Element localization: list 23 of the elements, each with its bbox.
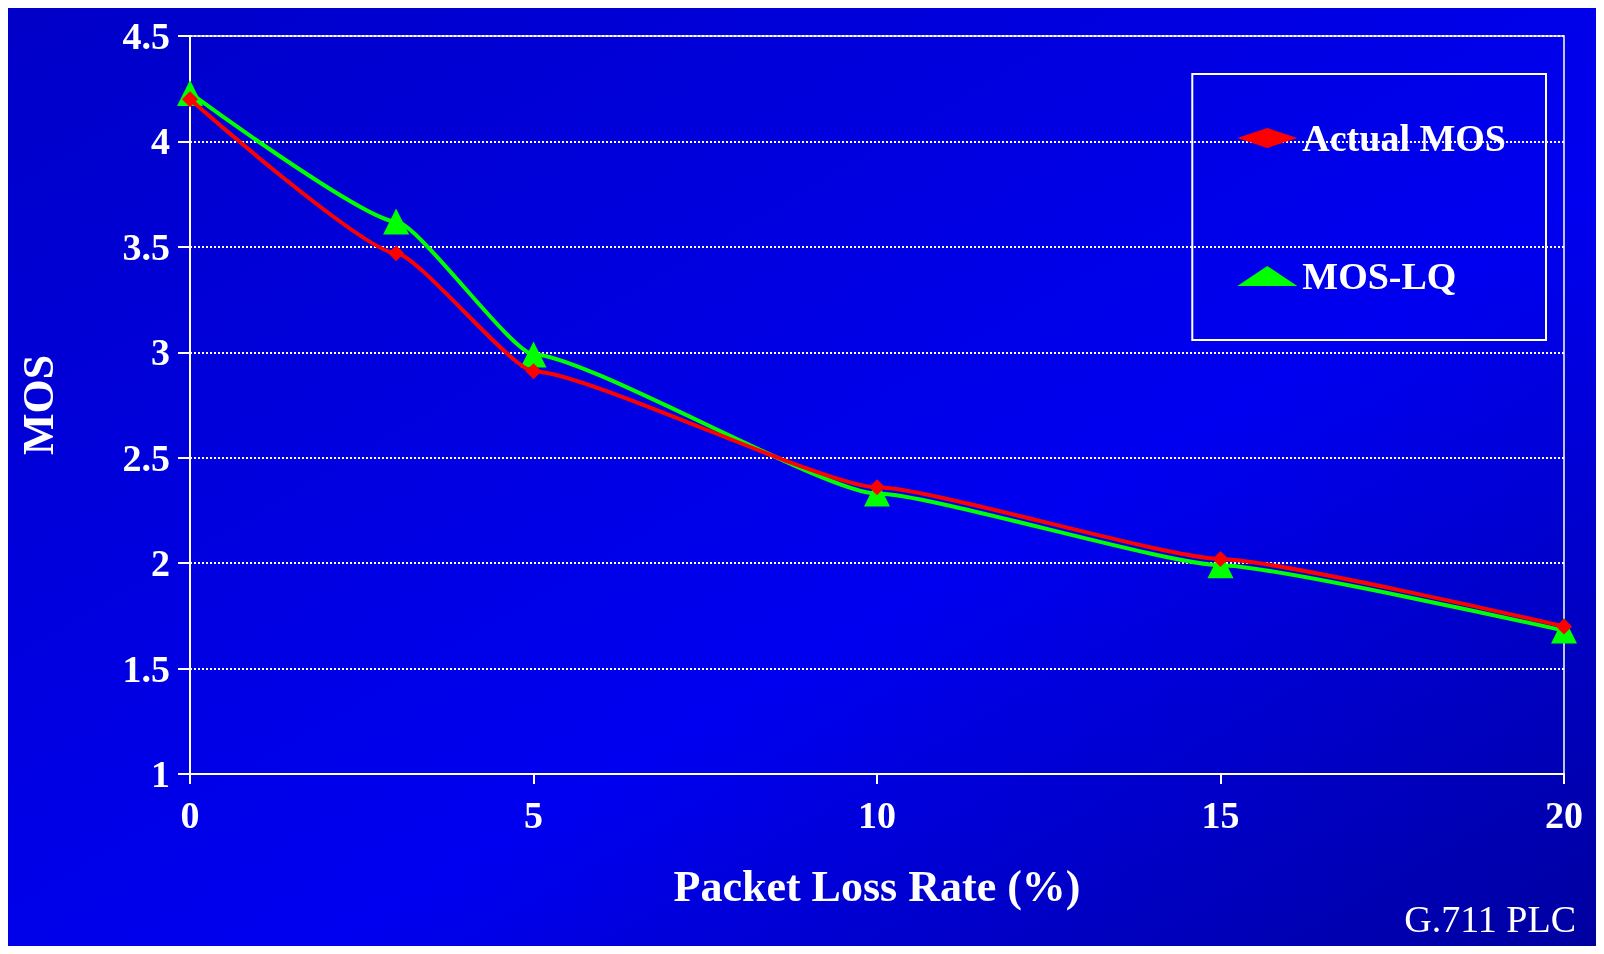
point <box>383 208 410 235</box>
y-tick-label: 4 <box>151 120 170 163</box>
x-tick-label: 0 <box>180 794 200 836</box>
point <box>1212 550 1229 567</box>
y-tick-label: 3.5 <box>122 225 170 268</box>
x-tick-label: 15 <box>1201 794 1240 836</box>
y-axis-title: MOS <box>13 354 63 456</box>
x-axis-title: Packet Loss Rate (%) <box>673 861 1081 911</box>
x-tick-label: 20 <box>1545 794 1583 836</box>
y-tick-label: 2.5 <box>122 436 170 479</box>
y-tick-label: 4.5 <box>122 15 170 57</box>
point <box>388 245 405 262</box>
y-tick-label: 1.5 <box>122 647 170 690</box>
legend-label: MOS-LQ <box>1302 255 1457 297</box>
y-tick-label: 1 <box>151 753 170 795</box>
x-tick-label: 10 <box>858 794 896 836</box>
text: G.711 PLC <box>1404 898 1577 940</box>
point <box>525 363 542 380</box>
y-tick-label: 2 <box>151 542 170 585</box>
point <box>869 479 885 496</box>
y-tick-label: 3 <box>151 331 170 374</box>
point <box>520 341 547 368</box>
x-tick-label: 5 <box>524 794 543 836</box>
